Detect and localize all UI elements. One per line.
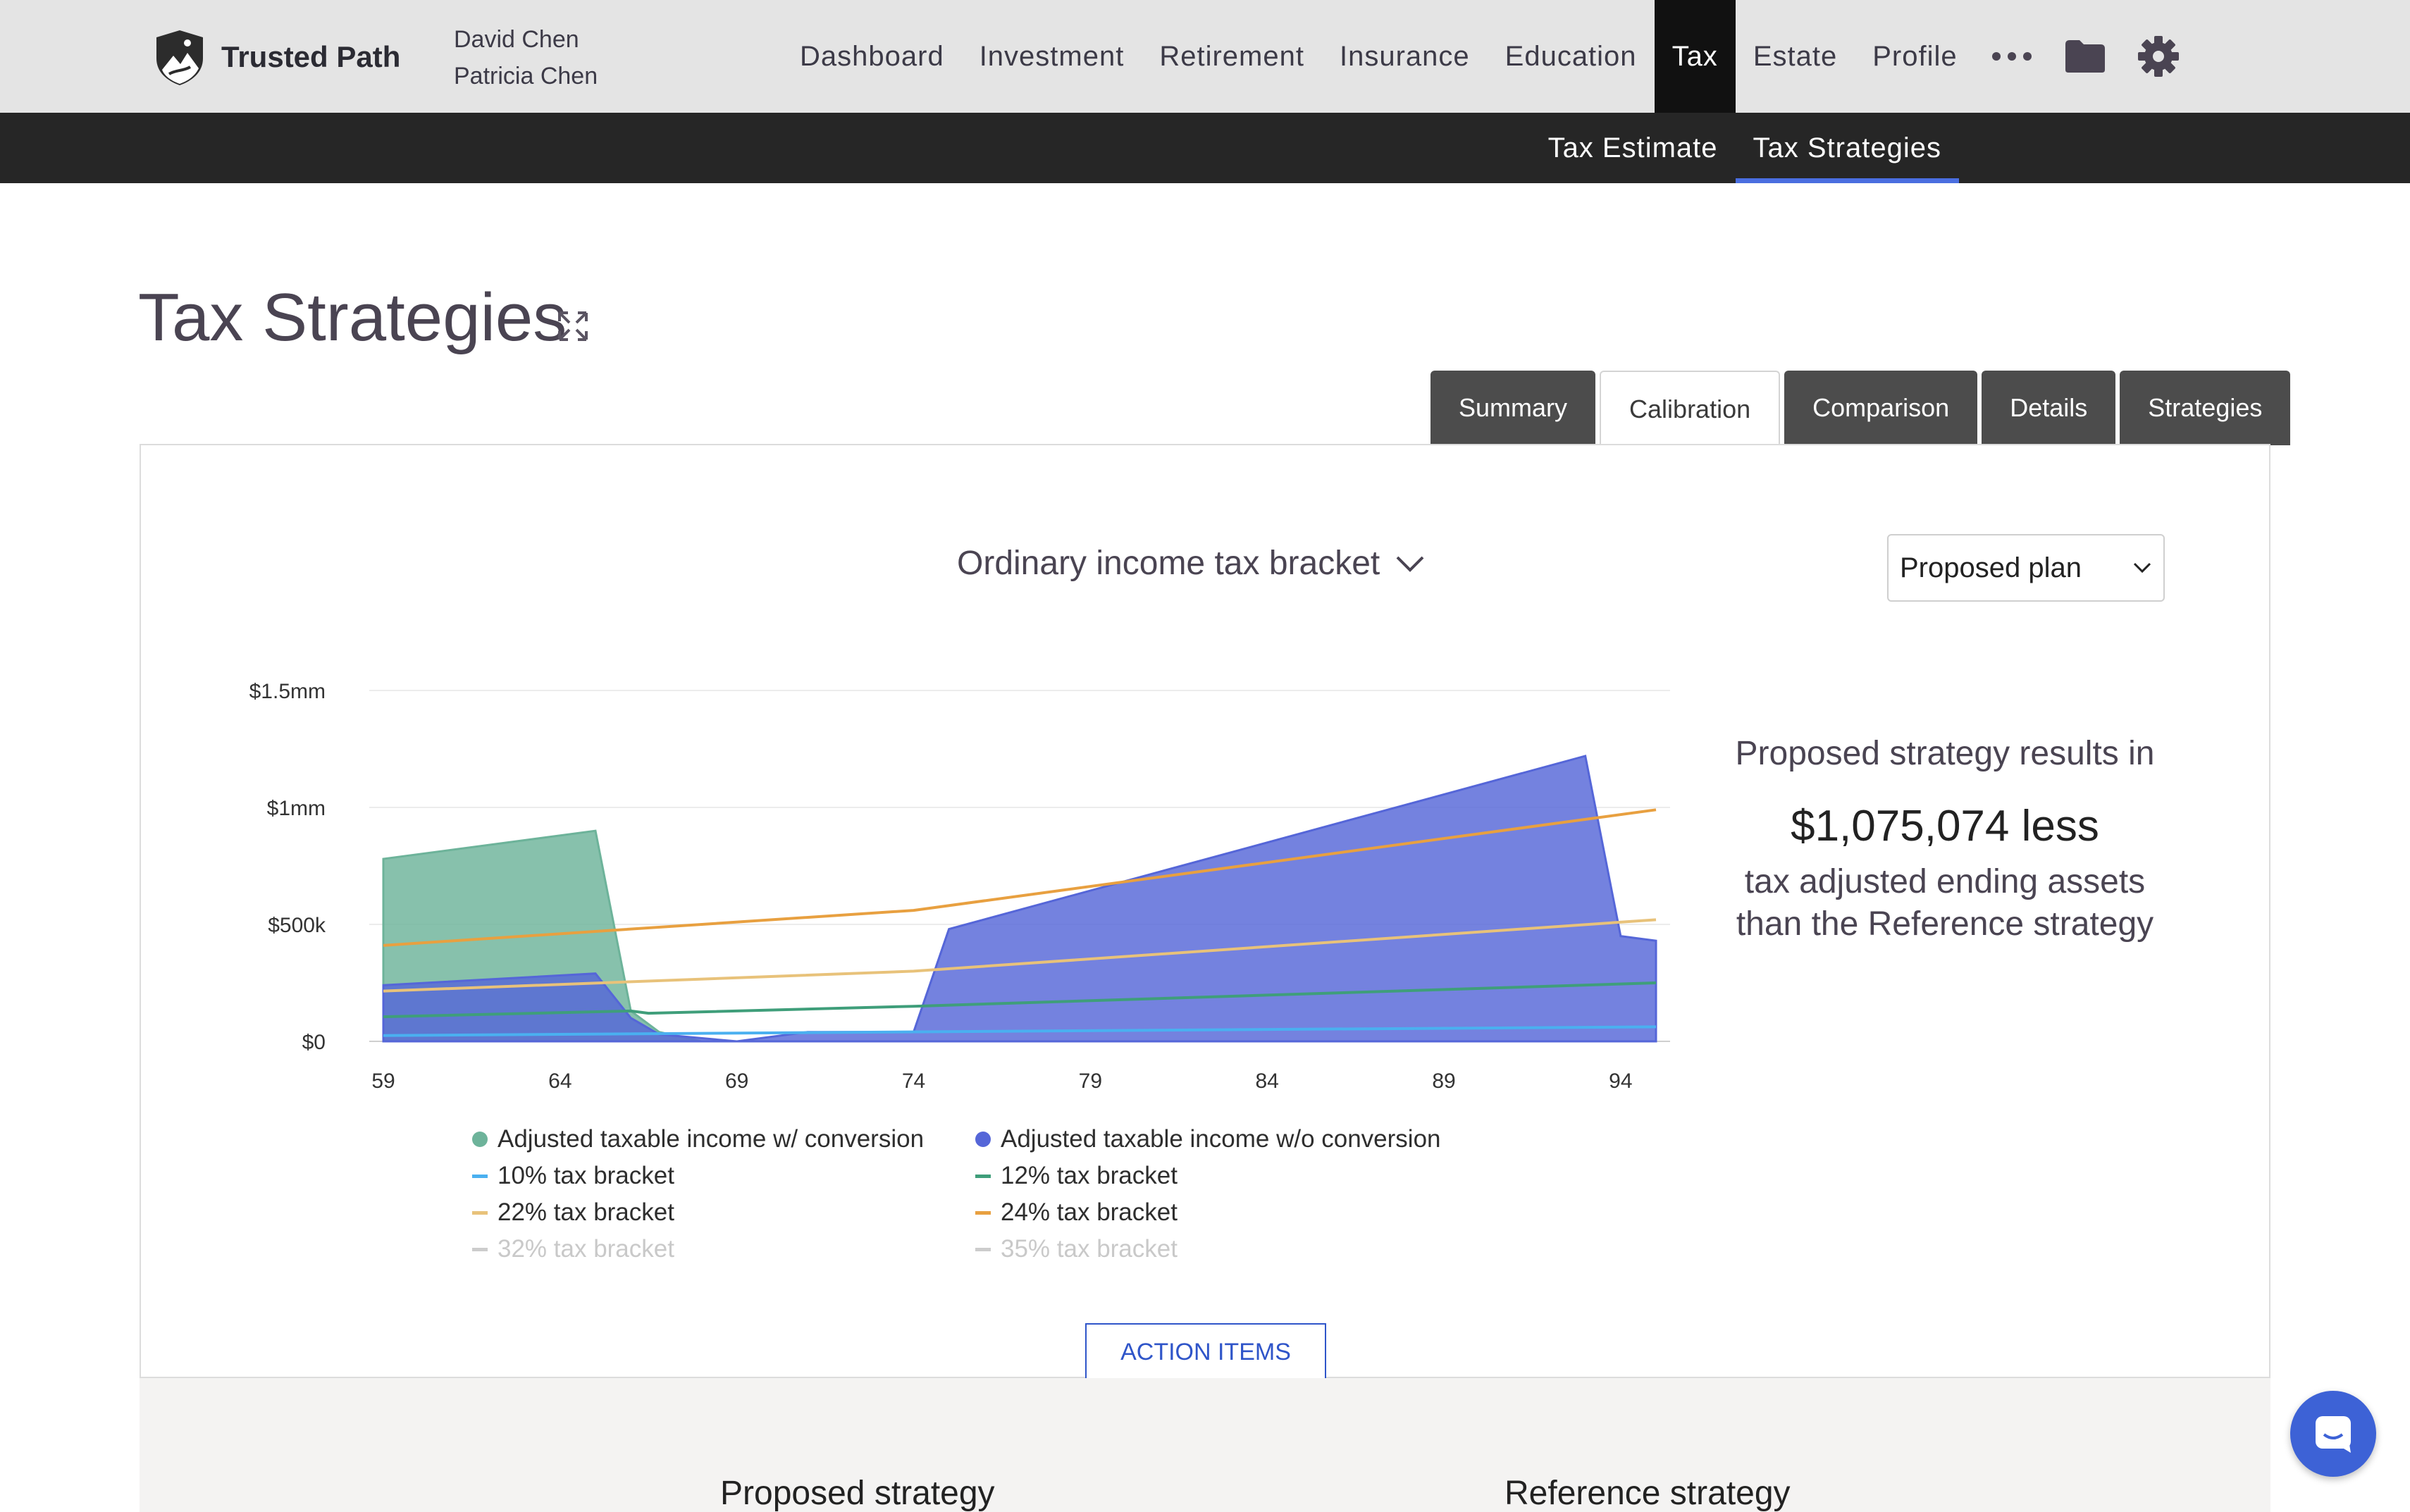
tab-comparison[interactable]: Comparison (1784, 371, 1978, 445)
legend-swatch (472, 1174, 488, 1178)
y-tick-label: $0 (302, 1031, 326, 1054)
shield-mountain-logo (156, 30, 203, 85)
nav-item-estate[interactable]: Estate (1753, 40, 1838, 72)
legend-swatch (472, 1247, 488, 1251)
legend-label: Adjusted taxable income w/ conversion (498, 1125, 925, 1153)
calibration-panel: Ordinary income tax bracket Proposed pla… (140, 444, 2270, 1381)
result-summary: Proposed strategy results in $1,075,074 … (1691, 734, 2199, 946)
x-tick-label: 64 (548, 1070, 571, 1093)
legend-item-32-tax-bracket[interactable]: 32% tax bracket (472, 1234, 975, 1264)
nav-item-profile[interactable]: Profile (1872, 40, 1958, 72)
y-tick-label: $1mm (267, 797, 326, 820)
series-line-10-tax-bracket (383, 1025, 1657, 1037)
client-name: David Chen (454, 26, 579, 53)
more-icon[interactable] (1975, 0, 2048, 113)
x-tick-label: 94 (1609, 1070, 1632, 1093)
metric-dropdown[interactable]: Ordinary income tax bracket (957, 544, 1425, 583)
legend-label: 12% tax bracket (1001, 1162, 1178, 1189)
brand[interactable]: Trusted Path (152, 25, 400, 89)
legend-item-35-tax-bracket[interactable]: 35% tax bracket (975, 1234, 1454, 1264)
plan-select-value: Proposed plan (1900, 552, 2082, 583)
chat-icon (2316, 1416, 2351, 1453)
brand-name: Trusted Path (221, 40, 401, 73)
nav-item-retirement[interactable]: Retirement (1159, 40, 1304, 72)
main-nav: Dashboard Investment Retirement Insuranc… (782, 0, 2195, 113)
x-tick-label: 69 (725, 1070, 748, 1093)
chart-legend: Adjusted taxable income w/ conversion Adj… (472, 1124, 1459, 1264)
nav-item-investment[interactable]: Investment (979, 40, 1125, 72)
result-description: tax adjusted ending assets than the Refe… (1691, 861, 2199, 946)
nav-item-insurance[interactable]: Insurance (1339, 40, 1470, 72)
legend-label: Adjusted taxable income w/o conversion (1001, 1125, 1441, 1153)
series-line-22-tax-bracket (383, 918, 1657, 993)
legend-item-adjusted-taxable-income-w-conversion[interactable]: Adjusted taxable income w/ conversion (472, 1124, 975, 1154)
chat-button[interactable] (2290, 1391, 2376, 1477)
result-amount: $1,075,074 less (1791, 802, 2099, 850)
reference-strategy-title: Reference strategy (1504, 1475, 1791, 1512)
legend-label: 32% tax bracket (498, 1235, 674, 1263)
legend-label: 24% tax bracket (1001, 1198, 1178, 1226)
legend-swatch (472, 1210, 488, 1215)
client-names: David Chen Patricia Chen (454, 21, 598, 94)
nav-item-education[interactable]: Education (1504, 40, 1637, 72)
result-line: tax adjusted ending assets (1744, 863, 2146, 900)
legend-item-adjusted-taxable-income-w-o-conversion[interactable]: Adjusted taxable income w/o conversion (975, 1124, 1454, 1154)
folder-icon[interactable] (2048, 0, 2122, 113)
legend-label: 22% tax bracket (498, 1198, 674, 1226)
nav-item-dashboard[interactable]: Dashboard (800, 40, 944, 72)
tab-strategies[interactable]: Strategies (2120, 371, 2291, 445)
client-name: Patricia Chen (454, 63, 598, 89)
result-line: than the Reference strategy (1736, 905, 2154, 943)
page-title: Tax Strategies (138, 280, 567, 355)
x-tick-label: 84 (1255, 1070, 1278, 1093)
sub-nav: Tax Estimate Tax Strategies (1531, 113, 1960, 183)
sub-navigation-bar: Tax Estimate Tax Strategies (0, 113, 2410, 183)
x-tick-label: 89 (1432, 1070, 1455, 1093)
legend-item-10-tax-bracket[interactable]: 10% tax bracket (472, 1161, 975, 1191)
tab-calibration[interactable]: Calibration (1600, 371, 1781, 447)
x-tick-label: 74 (902, 1070, 925, 1093)
tab-summary[interactable]: Summary (1430, 371, 1596, 445)
legend-swatch (975, 1132, 991, 1147)
legend-swatch (975, 1174, 991, 1178)
legend-label: 10% tax bracket (498, 1162, 674, 1189)
series-line-12-tax-bracket (383, 981, 1657, 1019)
y-tick-label: $1.5mm (249, 680, 326, 703)
plan-select[interactable]: Proposed plan (1887, 534, 2165, 602)
proposed-strategy-title: Proposed strategy (720, 1475, 995, 1512)
legend-item-24-tax-bracket[interactable]: 24% tax bracket (975, 1198, 1454, 1227)
legend-swatch (975, 1210, 991, 1215)
nav-item-tax[interactable]: Tax (1654, 0, 1736, 113)
expand-icon[interactable] (555, 309, 591, 344)
strategy-comparison-section: Proposed strategy Reference strategy (140, 1378, 2270, 1512)
legend-item-12-tax-bracket[interactable]: 12% tax bracket (975, 1161, 1454, 1191)
x-tick-label: 59 (371, 1070, 395, 1093)
tab-details[interactable]: Details (1982, 371, 2116, 445)
legend-label: 35% tax bracket (1001, 1235, 1178, 1263)
chevron-down-icon (2133, 562, 2151, 574)
subnav-tax-estimate[interactable]: Tax Estimate (1547, 132, 1718, 163)
result-intro: Proposed strategy results in (1735, 735, 2155, 772)
tax-bracket-chart: $0 $500k $1mm $1.5mm 59 64 69 74 79 84 89 94 (249, 680, 1670, 1093)
legend-swatch (472, 1132, 488, 1147)
legend-swatch (975, 1247, 991, 1251)
x-tick-label: 79 (1079, 1070, 1102, 1093)
view-tabs: Summary Calibration Comparison Details S… (1430, 371, 2291, 447)
chevron-down-icon (1396, 556, 1424, 572)
gear-icon[interactable] (2122, 0, 2195, 113)
action-items-button[interactable]: ACTION ITEMS (1085, 1323, 1326, 1381)
series-line-24-tax-bracket (383, 808, 1657, 947)
metric-dropdown-label: Ordinary income tax bracket (957, 545, 1380, 582)
legend-item-22-tax-bracket[interactable]: 22% tax bracket (472, 1198, 975, 1227)
top-navigation-bar: Trusted Path David Chen Patricia Chen Da… (0, 0, 2410, 113)
subnav-tax-strategies[interactable]: Tax Strategies (1735, 113, 1960, 183)
y-tick-label: $500k (268, 914, 326, 937)
